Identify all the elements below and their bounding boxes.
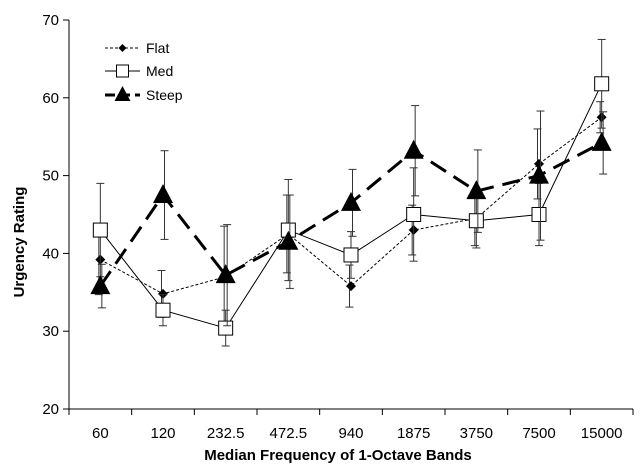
x-tick-label: 232.5	[207, 425, 245, 442]
data-point-steep	[153, 184, 173, 204]
legend-marker-flat	[118, 44, 127, 52]
series-med	[92, 38, 610, 347]
data-point-steep	[466, 180, 487, 200]
x-tick-label: 472.5	[270, 425, 308, 442]
data-point-steep	[591, 131, 612, 151]
data-point-steep	[278, 230, 299, 250]
legend-marker-steep	[114, 86, 131, 101]
legend-label-med: Med	[146, 63, 173, 79]
series-layer	[90, 38, 612, 347]
data-point-flat	[346, 281, 356, 292]
series-steep	[90, 105, 612, 327]
x-tick-label: 940	[338, 425, 363, 442]
x-ticks: 60 120 232.5 472.5 940 1875 3750 7500 15000	[68, 409, 634, 442]
data-point-flat	[534, 158, 544, 169]
data-point-steep	[215, 264, 236, 284]
data-point-med	[218, 320, 234, 336]
legend-label-flat: Flat	[146, 40, 169, 56]
x-tick-label: 60	[92, 425, 109, 442]
x-axis-label: Median Frequency of 1-Octave Bands	[204, 447, 472, 464]
legend-marker-med	[116, 64, 129, 78]
y-tick-label: 40	[42, 245, 59, 262]
series-flat	[94, 101, 607, 328]
y-tick-label: 70	[42, 12, 59, 29]
x-tick-label: 120	[150, 425, 175, 442]
data-point-steep	[341, 191, 361, 211]
axes	[68, 20, 633, 410]
x-tick-label: 3750	[460, 425, 493, 442]
data-point-med	[468, 213, 484, 229]
y-ticks: 20 30 40 50 60 70	[42, 12, 69, 418]
data-point-steep	[529, 164, 549, 184]
y-axis-label: Urgency Rating	[11, 187, 28, 298]
x-tick-label: 7500	[522, 425, 555, 442]
data-point-med	[406, 207, 422, 222]
data-point-flat	[158, 288, 168, 299]
x-tick-label: 1875	[397, 425, 430, 442]
data-point-med	[155, 302, 171, 318]
legend-item-flat: Flat	[105, 40, 169, 56]
data-point-med	[92, 222, 108, 238]
y-tick-label: 60	[42, 90, 59, 107]
legend: Flat Med Steep	[105, 40, 183, 103]
legend-label-steep: Steep	[146, 87, 183, 103]
data-point-med	[343, 247, 359, 263]
data-point-med	[594, 76, 610, 92]
data-point-steep	[90, 275, 111, 295]
x-tick-label: 15000	[581, 425, 623, 442]
data-point-steep	[403, 139, 424, 159]
y-tick-label: 20	[42, 401, 59, 418]
legend-item-steep: Steep	[105, 86, 183, 103]
data-point-med	[531, 207, 547, 222]
legend-item-med: Med	[105, 63, 173, 79]
y-tick-label: 50	[42, 168, 59, 185]
y-tick-label: 30	[42, 323, 59, 340]
